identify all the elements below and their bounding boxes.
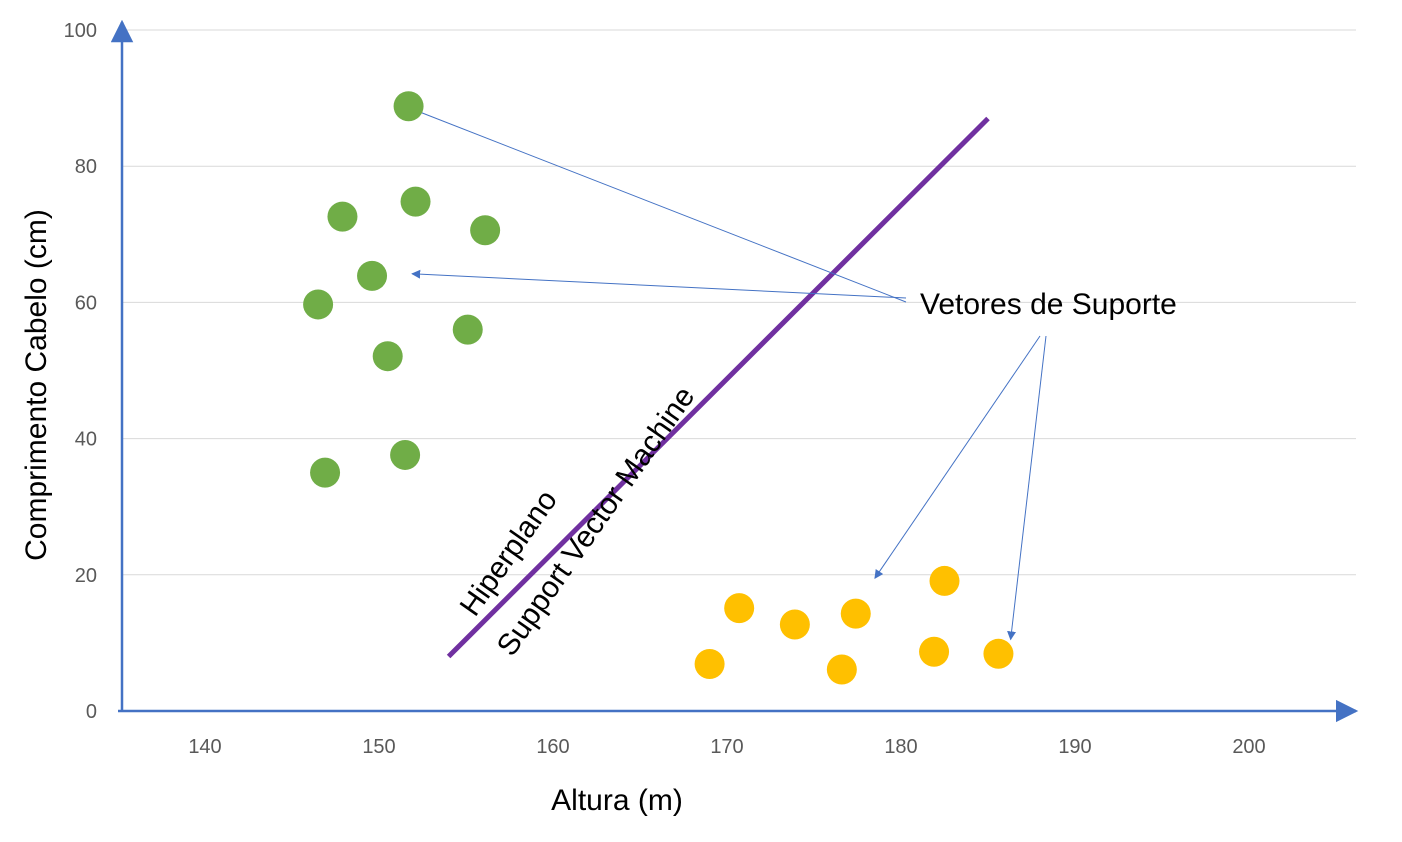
green-point-4 [357,260,388,291]
support-vectors-label: Vetores de Suporte [920,288,1177,321]
x-tick-label-140: 140 [188,736,221,758]
y-tick-label-40: 40 [75,429,97,451]
x-tick-label-170: 170 [710,736,743,758]
x-axis-title: Altura (m) [551,784,683,817]
green-point-8 [390,439,421,470]
green-point-7 [372,341,403,372]
arrow-to-yellow-right [1007,335,1047,641]
y-tick-label-80: 80 [75,156,97,178]
x-tick-label-200: 200 [1232,736,1265,758]
y-tick-labels: 0 20 40 60 80 100 [64,20,97,723]
yellow-point-4 [919,636,950,667]
hyperplane-line [446,116,990,659]
y-tick-label-60: 60 [75,292,97,314]
green-point-1 [400,186,431,217]
x-tick-label-190: 190 [1058,736,1091,758]
data-points [303,91,1014,685]
yellow-point-3 [779,609,810,640]
support-vector-arrows [411,107,1047,641]
arrow-to-green-mid [411,269,907,299]
x-tick-label-160: 160 [536,736,569,758]
green-point-0 [393,91,424,122]
yellow-point-6 [694,649,725,680]
y-axis-title: Comprimento Cabelo (cm) [20,209,53,561]
x-tick-label-180: 180 [884,736,917,758]
yellow-point-2 [840,598,871,629]
green-point-2 [327,201,358,232]
yellow-point-0 [929,565,960,596]
yellow-point-7 [826,654,857,685]
x-tick-label-150: 150 [362,736,395,758]
green-point-5 [303,289,334,320]
arrow-to-green-top [411,107,907,303]
y-tick-label-20: 20 [75,565,97,587]
green-point-9 [310,457,341,488]
x-tick-labels: 140 150 160 170 180 190 200 [188,736,1265,758]
arrow-to-yellow-left [874,335,1041,579]
yellow-point-1 [724,593,755,624]
yellow-point-5 [983,638,1014,669]
y-tick-label-100: 100 [64,20,97,42]
green-point-6 [452,314,483,345]
green-point-3 [470,215,501,246]
y-tick-label-0: 0 [86,701,97,723]
